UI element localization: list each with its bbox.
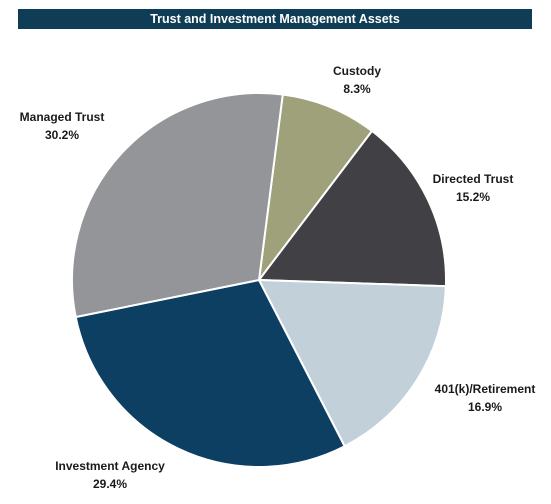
slice-label: Custody [333, 64, 381, 78]
slice-value-label: 29.4% [93, 477, 127, 491]
slice-label: Investment Agency [55, 459, 165, 473]
title-bar [18, 9, 532, 29]
slice-value-label: 8.3% [343, 82, 371, 96]
pie-slice [71, 92, 284, 319]
slice-label: 401(k)/Retirement [435, 382, 536, 396]
slice-value-label: 15.2% [456, 190, 490, 204]
slice-value-label: 30.2% [45, 128, 79, 142]
pie-slice [257, 278, 447, 448]
slice-label: Managed Trust [20, 110, 105, 124]
slice-value-label: 16.9% [468, 400, 502, 414]
slice-label: Directed Trust [433, 172, 514, 186]
pie-slice [257, 93, 374, 284]
pie-slice [74, 278, 346, 468]
chart-title: Trust and Investment Management Assets [150, 12, 400, 26]
pie-slice [257, 129, 447, 288]
